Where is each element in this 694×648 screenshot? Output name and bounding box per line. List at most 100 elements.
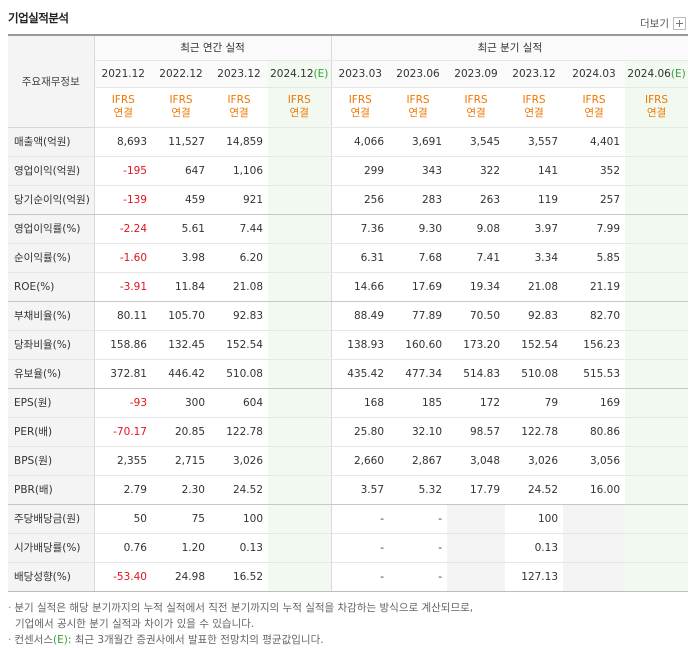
table-cell: 70.50 (447, 301, 506, 331)
ifrs-header: IFRS 연결 (625, 87, 689, 128)
table-cell: 0.76 (93, 533, 152, 563)
table-cell: 169 (563, 388, 626, 418)
table-cell (268, 127, 332, 157)
row-label: 당기순이익(억원) (8, 185, 95, 215)
table-cell: 11.84 (152, 272, 210, 302)
table-cell: 510.08 (505, 359, 564, 389)
row-label: 배당성향(%) (8, 562, 95, 592)
table-cell: 3.97 (505, 214, 564, 244)
plus-icon (673, 17, 686, 30)
period-header: 2023.03 (330, 60, 390, 88)
table-cell: - (330, 562, 390, 592)
financial-table: 주요재무정보 최근 연간 실적 최근 분기 실적 2021.12 2022.12 2… (8, 34, 689, 592)
table-cell: 168 (330, 388, 390, 418)
period-header: 2021.12 (93, 60, 152, 88)
table-cell (625, 388, 689, 418)
table-cell (625, 562, 689, 592)
table-cell (625, 446, 689, 476)
table-cell: 158.86 (93, 330, 152, 360)
table-cell: 1,106 (210, 156, 268, 186)
ifrs-label: IFRS (645, 94, 669, 106)
footnote-consensus-label: 컨센서스 (14, 634, 53, 646)
table-cell (268, 417, 332, 447)
footnote-line2: 기업에서 공시한 분기 실적과 차이가 있을 수 있습니다. (15, 618, 255, 630)
consolidated-label: 연결 (408, 107, 428, 119)
table-cell: 9.30 (389, 214, 448, 244)
row-label: PBR(배) (8, 475, 95, 505)
table-cell: 3,026 (505, 446, 564, 476)
table-cell: 17.79 (447, 475, 506, 505)
table-cell: 7.44 (210, 214, 268, 244)
table-cell: 3,691 (389, 127, 448, 157)
table-cell: 2,715 (152, 446, 210, 476)
table-cell (268, 185, 332, 215)
ifrs-label: IFRS (111, 94, 135, 106)
table-cell: 24.98 (152, 562, 210, 592)
table-cell (447, 533, 506, 563)
table-cell (625, 359, 689, 389)
period-header: 2022.12 (152, 60, 210, 88)
table-cell: 299 (330, 156, 390, 186)
table-cell: 17.69 (389, 272, 448, 302)
table-cell: 152.54 (210, 330, 268, 360)
table-cell (625, 127, 689, 157)
table-cell (268, 562, 332, 592)
table-cell: 119 (505, 185, 564, 215)
table-cell: 372.81 (93, 359, 152, 389)
table-cell: 80.11 (93, 301, 152, 331)
table-cell: 25.80 (330, 417, 390, 447)
table-cell (268, 330, 332, 360)
consolidated-label: 연결 (289, 107, 309, 119)
table-cell (268, 301, 332, 331)
corner-label: 주요재무정보 (8, 34, 94, 128)
table-cell: 3.34 (505, 243, 564, 273)
ifrs-header: IFRS 연결 (505, 87, 564, 128)
period-header: 2023.06 (389, 60, 448, 88)
section-title: 기업실적분석 (8, 11, 69, 25)
table-cell: 2,355 (93, 446, 152, 476)
period-header: 2023.12 (505, 60, 564, 88)
table-cell: 1.20 (152, 533, 210, 563)
more-button[interactable]: 더보기 (640, 16, 686, 31)
ifrs-header: IFRS 연결 (152, 87, 210, 128)
table-cell: -70.17 (93, 417, 152, 447)
table-cell (447, 504, 506, 534)
table-cell (268, 446, 332, 476)
consolidated-label: 연결 (171, 107, 191, 119)
ifrs-label: IFRS (522, 94, 546, 106)
table-cell: 459 (152, 185, 210, 215)
table-cell: 2,867 (389, 446, 448, 476)
table-cell: 9.08 (447, 214, 506, 244)
row-label: 순이익률(%) (8, 243, 95, 273)
table-cell: 256 (330, 185, 390, 215)
table-cell (268, 214, 332, 244)
table-cell: 257 (563, 185, 626, 215)
consolidated-label: 연결 (584, 107, 604, 119)
consolidated-label: 연결 (229, 107, 249, 119)
table-cell: -53.40 (93, 562, 152, 592)
table-row: 매출액(억원) 8,693 11,527 14,859 4,066 3,691 3,545 3… (8, 127, 689, 157)
table-cell: 477.34 (389, 359, 448, 389)
table-cell: 4,066 (330, 127, 390, 157)
table-cell (625, 243, 689, 273)
table-cell (625, 272, 689, 302)
table-cell (625, 185, 689, 215)
table-cell: 19.34 (447, 272, 506, 302)
period-header: 2023.12 (210, 60, 268, 88)
consolidated-label: 연결 (466, 107, 486, 119)
row-label: 유보율(%) (8, 359, 95, 389)
quarter-group-header: 최근 분기 실적 (330, 34, 689, 61)
table-cell: 352 (563, 156, 626, 186)
period-header: 2023.09 (447, 60, 506, 88)
estimate-mark: (E) (52, 634, 68, 646)
more-label: 더보기 (640, 18, 669, 30)
table-row: 당기순이익(억원) -139 459 921 256 283 263 119 257 (8, 185, 689, 215)
table-cell: 21.08 (505, 272, 564, 302)
table-cell: 77.89 (389, 301, 448, 331)
table-row: ROE(%) -3.91 11.84 21.08 14.66 17.69 19.34 21.0… (8, 272, 689, 302)
ifrs-header: IFRS 연결 (330, 87, 390, 128)
table-cell: 122.78 (505, 417, 564, 447)
table-cell: 100 (505, 504, 564, 534)
table-cell: 514.83 (447, 359, 506, 389)
table-cell: - (389, 562, 448, 592)
